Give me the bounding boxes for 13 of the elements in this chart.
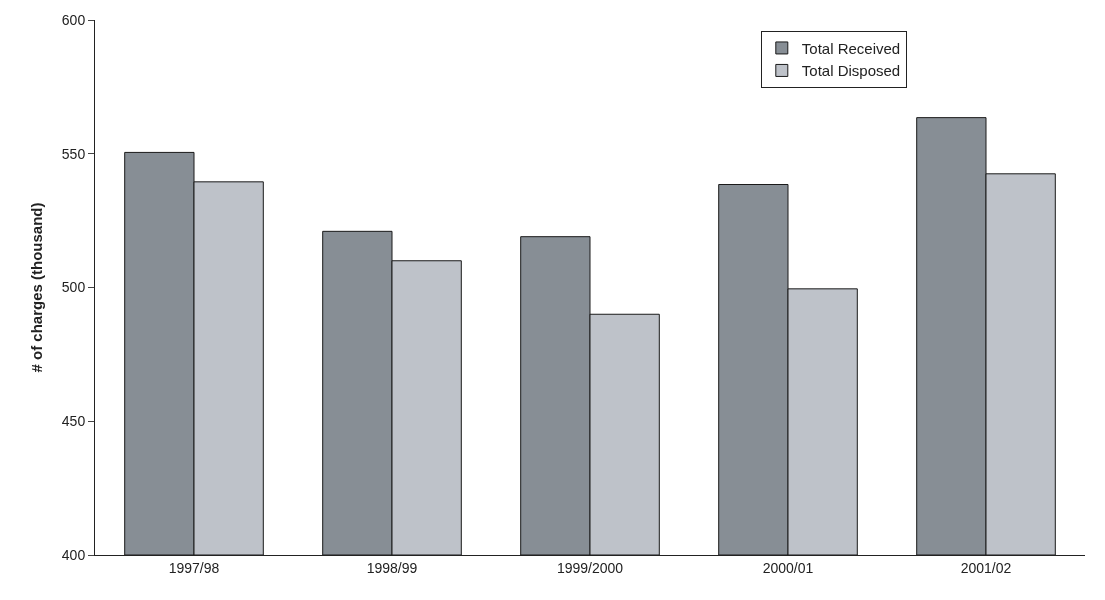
y-tick-label: 550 [61, 145, 86, 162]
legend-label: Total Disposed [801, 62, 901, 80]
y-tick-label: 400 [61, 546, 86, 563]
x-tick-label: 1997/98 [168, 559, 220, 576]
x-tick-label: 1999/2000 [556, 559, 624, 576]
y-tick-label: 600 [61, 11, 86, 28]
x-tick-label: 2001/02 [960, 559, 1012, 576]
legend-label: Total Received [801, 39, 901, 57]
y-tick-label: 500 [61, 279, 86, 296]
y-axis-title: # of charges (thousand) [28, 202, 46, 373]
x-tick-label: 1998/99 [366, 559, 418, 576]
y-tick-label: 450 [61, 413, 86, 430]
x-tick-label: 2000/01 [762, 559, 814, 576]
